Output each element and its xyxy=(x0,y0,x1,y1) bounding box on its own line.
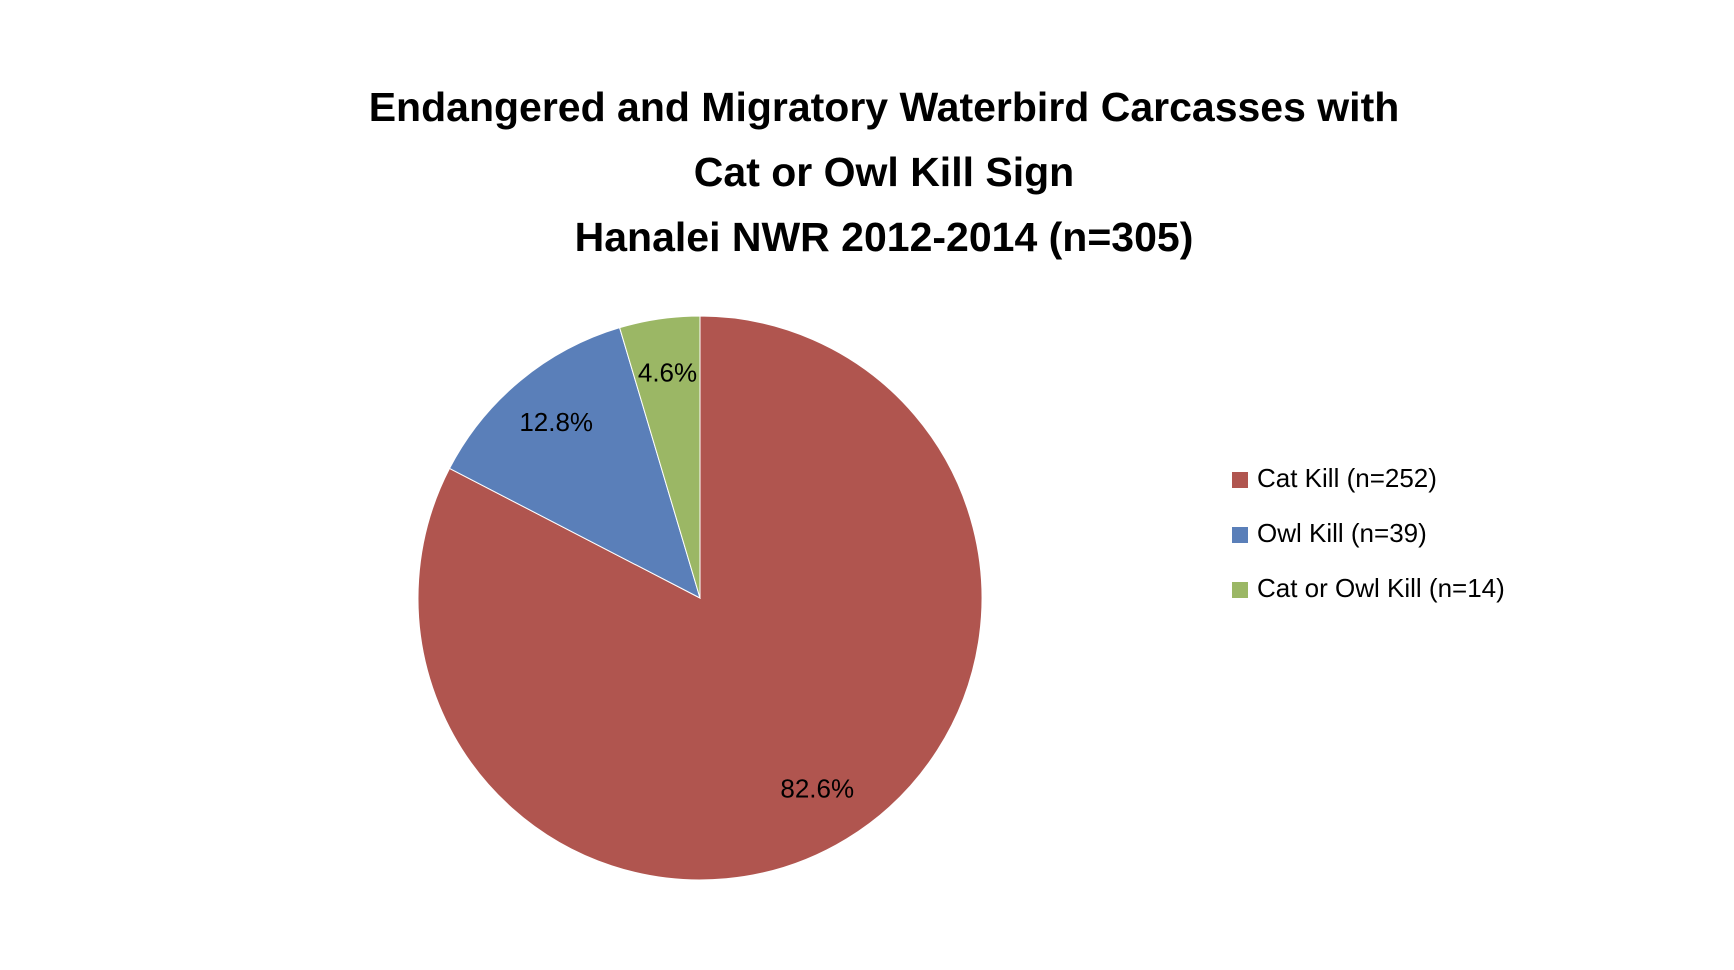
pie-slice xyxy=(448,327,701,599)
chart-title: Hanalei NWR 2012-2014 (n=305) xyxy=(575,214,1194,260)
legend-label: Owl Kill (n=39) xyxy=(1257,518,1427,548)
data-label: 12.8% xyxy=(519,407,593,437)
pie-slice xyxy=(619,315,701,599)
legend-swatch xyxy=(1232,582,1248,598)
chart-title: Endangered and Migratory Waterbird Carca… xyxy=(369,84,1400,130)
legend-label: Cat or Owl Kill (n=14) xyxy=(1257,573,1505,603)
legend-label: Cat Kill (n=252) xyxy=(1257,463,1437,493)
data-label: 82.6% xyxy=(780,774,854,804)
legend-swatch xyxy=(1232,472,1248,488)
chart-title: Cat or Owl Kill Sign xyxy=(694,149,1074,195)
legend-swatch xyxy=(1232,527,1248,543)
data-label: 4.6% xyxy=(638,358,697,388)
